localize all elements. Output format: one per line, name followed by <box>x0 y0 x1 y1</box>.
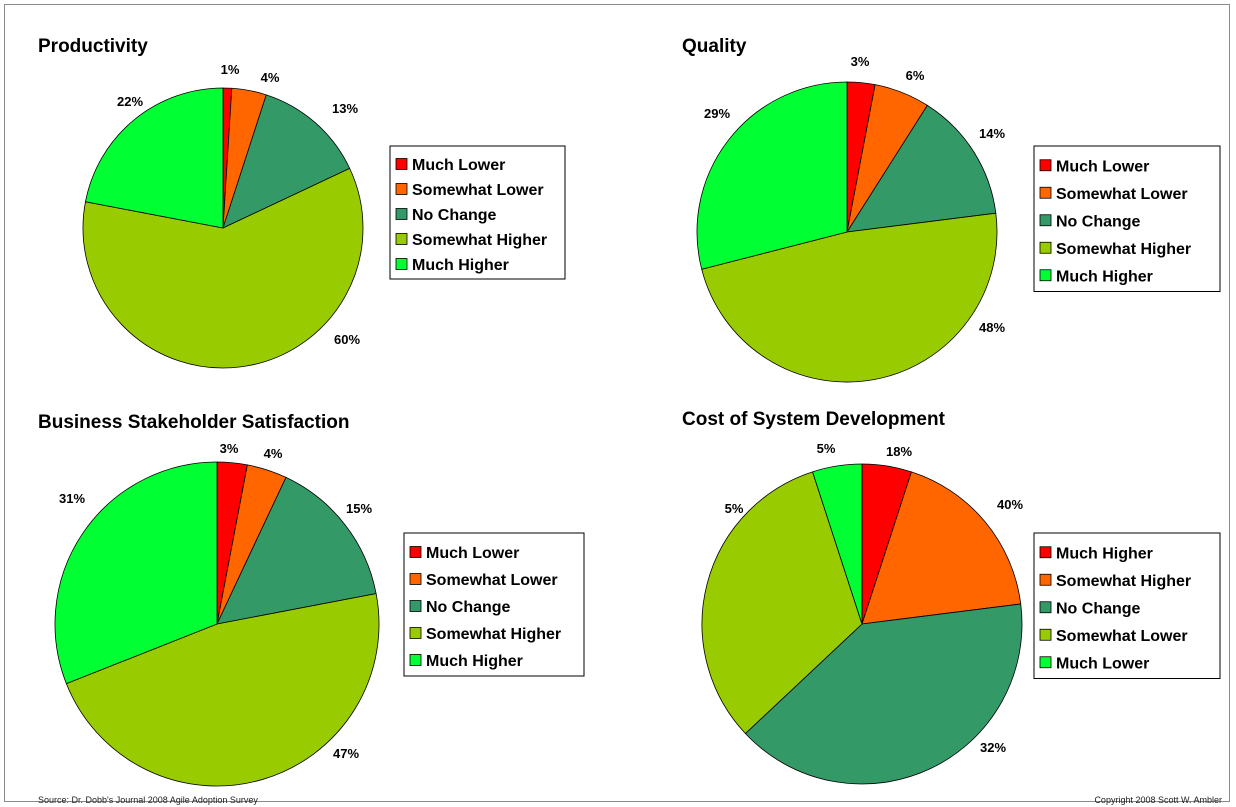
legend-swatch <box>1039 573 1052 586</box>
slice-label: 15% <box>346 501 372 516</box>
slice-label: 4% <box>264 446 283 461</box>
legend-label: No Change <box>412 207 497 224</box>
slice-label: 22% <box>117 94 143 109</box>
legend-label: Somewhat Higher <box>1056 573 1191 590</box>
legend-swatch <box>409 546 422 558</box>
chart-title: Quality <box>682 36 747 57</box>
legend-swatch <box>409 627 422 639</box>
legend-swatch <box>409 654 422 666</box>
legend-label: Much Lower <box>1056 655 1149 672</box>
pie-chart-1: Productivity 1% 4% 13% 60% 22% Much Lower Somew… <box>38 36 566 369</box>
legend-label: Somewhat Higher <box>1056 241 1191 258</box>
legend: Much Lower Somewhat Lower No Change Somewha… <box>389 145 566 280</box>
slice-label: 40% <box>997 497 1023 512</box>
slice-label: 29% <box>704 106 730 121</box>
legend-label: Somewhat Lower <box>426 572 558 589</box>
legend-label: Somewhat Lower <box>412 182 544 199</box>
pie-slice <box>216 476 377 625</box>
pie-slice <box>846 104 997 233</box>
legend-label: Much Higher <box>1056 545 1153 562</box>
legend-label: Much Lower <box>412 157 505 174</box>
legend: Much Lower Somewhat Lower No Change Somewha… <box>403 532 585 677</box>
legend-label: Somewhat Lower <box>1056 186 1188 203</box>
legend-label: Much Higher <box>1056 268 1153 285</box>
legend-label: No Change <box>1056 600 1141 617</box>
legend-label: Somewhat Higher <box>412 232 547 249</box>
legend-swatch <box>1039 269 1052 282</box>
pie-slice <box>861 471 1022 625</box>
chart-title: Cost of System Development <box>682 409 946 430</box>
pie-slice <box>82 167 364 369</box>
slice-label: 1% <box>221 62 240 77</box>
copyright-note: Copyright 2008 Scott W. Ambler <box>1094 795 1222 805</box>
slice-label: 6% <box>906 68 925 83</box>
slice-label: 3% <box>851 54 870 69</box>
source-note: Source: Dr. Dobb's Journal 2008 Agile Ad… <box>38 795 258 805</box>
legend-swatch <box>409 600 422 612</box>
legend-label: No Change <box>426 599 511 616</box>
legend-box <box>389 145 566 280</box>
chart-title: Productivity <box>38 36 148 57</box>
legend-label: Much Lower <box>1056 158 1149 175</box>
chart-title: Business Stakeholder Satisfaction <box>38 412 350 433</box>
legend-swatch <box>1039 656 1052 669</box>
legend-swatch <box>395 183 408 195</box>
pie-slice <box>744 603 1023 785</box>
legend-swatch <box>1039 601 1052 614</box>
slice-label: 3% <box>220 441 239 456</box>
legend-swatch <box>409 573 422 585</box>
legend-label: No Change <box>1056 213 1141 230</box>
legend-box <box>403 532 585 677</box>
pie-slice <box>222 94 351 229</box>
pie-chart-4: Cost of System Development 5% 18% 40% 32% 5% M… <box>682 409 1221 785</box>
legend-label: Much Higher <box>426 653 523 670</box>
slice-label: 13% <box>332 101 358 116</box>
legend-swatch <box>1039 186 1052 199</box>
pie-slice <box>701 471 863 735</box>
pie-slice <box>65 593 380 787</box>
legend-swatch <box>1039 546 1052 559</box>
pie-chart-2: Quality 3% 6% 14% 48% 29% Much Lower Somewhat L… <box>682 36 1221 383</box>
legend-label: Much Higher <box>412 257 509 274</box>
legend-swatch <box>395 233 408 245</box>
slice-label: 18% <box>886 444 912 459</box>
pie-slice <box>54 461 218 685</box>
pie-slice <box>701 212 998 383</box>
pie-chart-3: Business Stakeholder Satisfaction 3% 4% 15%… <box>38 412 585 787</box>
legend-swatch <box>395 158 408 170</box>
slice-label: 48% <box>979 320 1005 335</box>
legend-swatch <box>1039 159 1052 172</box>
slice-label: 5% <box>725 501 744 516</box>
legend-label: Somewhat Lower <box>1056 628 1188 645</box>
slice-label: 32% <box>980 740 1006 755</box>
legend-label: Somewhat Higher <box>426 626 561 643</box>
legend-swatch <box>395 208 408 220</box>
slice-label: 47% <box>333 746 359 761</box>
legend-box <box>1033 145 1221 292</box>
legend-box <box>1033 532 1221 679</box>
pie-slice <box>812 463 863 625</box>
pie-slice <box>696 81 848 270</box>
legend-label: Much Lower <box>426 545 519 562</box>
slice-label: 60% <box>334 332 360 347</box>
pie-slice <box>85 87 224 229</box>
legend-swatch <box>1039 628 1052 641</box>
slice-label: 31% <box>59 491 85 506</box>
legend: Much Higher Somewhat Higher No Change Somew… <box>1033 532 1221 679</box>
slice-label: 4% <box>261 70 280 85</box>
legend-swatch <box>1039 241 1052 254</box>
legend: Much Lower Somewhat Lower No Change Somewha… <box>1033 145 1221 292</box>
slice-label: 14% <box>979 126 1005 141</box>
legend-swatch <box>1039 214 1052 227</box>
slice-label: 5% <box>817 441 836 456</box>
legend-swatch <box>395 258 408 270</box>
